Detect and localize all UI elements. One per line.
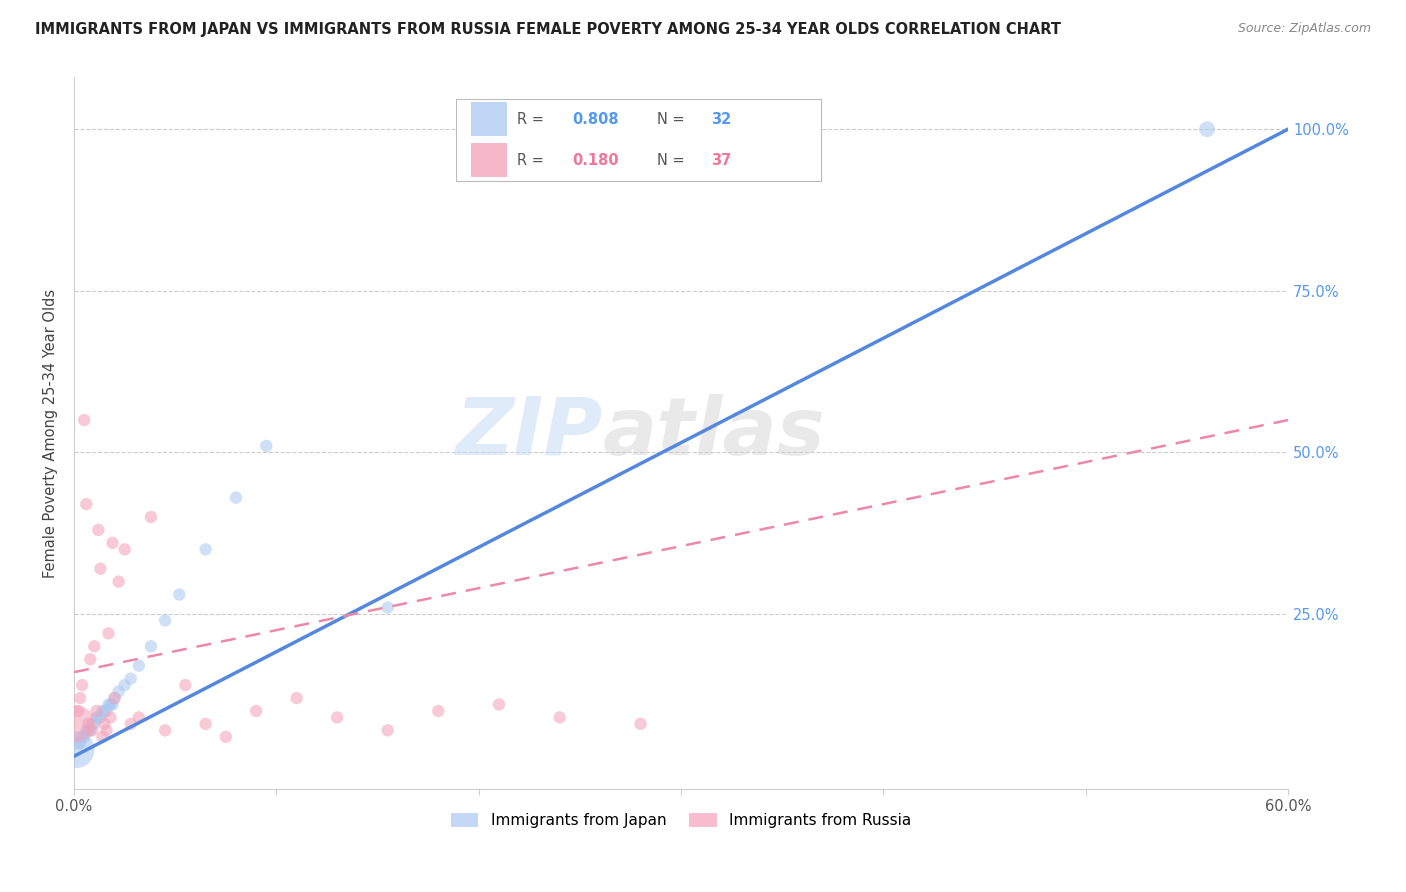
Point: [86, 710, 108, 724]
Point: [139, 510, 162, 524]
Text: 0.180: 0.180: [572, 153, 619, 168]
Point: [153, 723, 176, 738]
Point: [377, 600, 399, 615]
Point: [194, 542, 217, 557]
Bar: [471, 144, 508, 177]
Point: [77, 723, 100, 738]
Text: 0.808: 0.808: [572, 112, 619, 127]
Point: [100, 698, 122, 712]
Point: [114, 678, 136, 692]
Point: [96, 723, 118, 738]
Point: [75, 723, 97, 738]
Text: N =: N =: [657, 153, 689, 168]
Text: 32: 32: [711, 112, 731, 127]
Text: R =: R =: [517, 112, 548, 127]
Text: N =: N =: [657, 112, 689, 127]
Point: [73, 730, 96, 744]
Point: [120, 717, 142, 731]
Point: [65, 743, 87, 757]
Point: [82, 723, 104, 738]
Point: [377, 723, 399, 738]
Point: [93, 704, 115, 718]
Point: [77, 717, 100, 731]
Point: [93, 717, 115, 731]
Point: [254, 439, 277, 453]
Point: [65, 717, 87, 731]
Point: [89, 710, 111, 724]
Point: [87, 710, 110, 724]
Point: [101, 536, 124, 550]
Point: [103, 691, 125, 706]
Point: [97, 626, 120, 640]
Point: [67, 736, 90, 750]
Point: [83, 717, 105, 731]
Text: R =: R =: [517, 153, 548, 168]
Point: [630, 717, 652, 731]
Legend: Immigrants from Japan, Immigrants from Russia: Immigrants from Japan, Immigrants from R…: [444, 806, 917, 834]
Text: Source: ZipAtlas.com: Source: ZipAtlas.com: [1237, 22, 1371, 36]
Text: atlas: atlas: [602, 394, 825, 472]
Point: [1197, 122, 1219, 136]
Point: [114, 542, 136, 557]
Point: [107, 574, 129, 589]
Point: [86, 704, 108, 718]
Y-axis label: Female Poverty Among 25-34 Year Olds: Female Poverty Among 25-34 Year Olds: [44, 288, 58, 577]
Point: [194, 717, 217, 731]
Point: [70, 678, 93, 692]
Point: [153, 614, 176, 628]
Point: [100, 710, 122, 724]
Point: [128, 710, 150, 724]
Point: [75, 497, 97, 511]
Bar: [457, 99, 821, 180]
Point: [103, 691, 125, 706]
Point: [285, 691, 308, 706]
Point: [91, 704, 114, 718]
Point: [215, 730, 238, 744]
Point: [91, 730, 114, 744]
Point: [139, 640, 162, 654]
Point: [326, 710, 349, 724]
Point: [225, 491, 247, 505]
Point: [245, 704, 267, 718]
Point: [107, 684, 129, 698]
Point: [87, 523, 110, 537]
Point: [69, 736, 91, 750]
Point: [128, 658, 150, 673]
Point: [70, 730, 93, 744]
Point: [488, 698, 510, 712]
Point: [89, 562, 111, 576]
Point: [79, 723, 101, 738]
Point: [73, 413, 96, 427]
Point: [79, 652, 101, 666]
Point: [67, 704, 90, 718]
Point: [96, 704, 118, 718]
Point: [101, 698, 124, 712]
Point: [169, 588, 191, 602]
Bar: [471, 103, 508, 136]
Text: 37: 37: [711, 153, 731, 168]
Text: IMMIGRANTS FROM JAPAN VS IMMIGRANTS FROM RUSSIA FEMALE POVERTY AMONG 25-34 YEAR : IMMIGRANTS FROM JAPAN VS IMMIGRANTS FROM…: [35, 22, 1062, 37]
Point: [174, 678, 197, 692]
Text: ZIP: ZIP: [454, 394, 602, 472]
Point: [83, 640, 105, 654]
Point: [97, 698, 120, 712]
Point: [427, 704, 450, 718]
Point: [120, 672, 142, 686]
Point: [82, 717, 104, 731]
Point: [548, 710, 571, 724]
Point: [69, 691, 91, 706]
